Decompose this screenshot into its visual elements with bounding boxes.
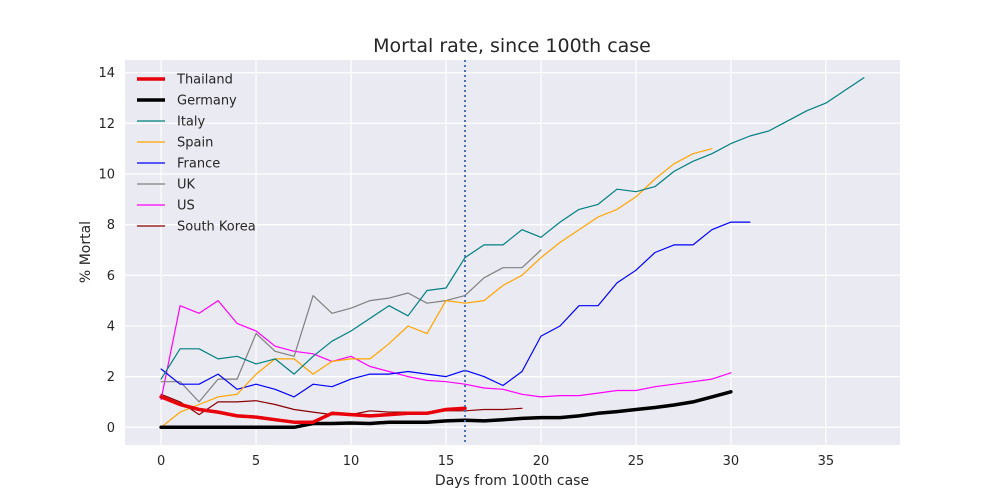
x-tick-labels: 0 5 10 15 20 25 30 35 <box>157 454 834 469</box>
y-tick-label: 14 <box>98 66 115 81</box>
legend-label: Germany <box>177 94 237 109</box>
series-lines <box>159 77 865 430</box>
y-tick-label: 2 <box>107 370 115 385</box>
chart-title: Mortal rate, since 100th case <box>373 35 651 57</box>
x-axis-label: Days from 100th case <box>435 473 589 489</box>
x-tick-label: 10 <box>343 454 360 469</box>
series-line-us <box>160 300 732 400</box>
series-line-france <box>160 221 751 398</box>
legend-label: US <box>177 199 195 214</box>
x-tick-label: 0 <box>157 454 165 469</box>
series-line-germany <box>159 390 733 430</box>
x-tick-label: 30 <box>723 454 740 469</box>
series-line-spain <box>160 148 713 428</box>
plot-background <box>125 60 900 445</box>
x-tick-label: 20 <box>533 454 550 469</box>
y-tick-label: 4 <box>107 319 115 334</box>
x-tick-label: 15 <box>438 454 455 469</box>
y-axis-label: % Mortal <box>78 221 94 283</box>
y-tick-label: 10 <box>98 167 115 182</box>
legend-label: France <box>177 157 220 172</box>
series-line-italy <box>160 77 865 380</box>
y-tick-label: 6 <box>107 269 115 284</box>
x-tick-label: 5 <box>252 454 260 469</box>
x-tick-label: 25 <box>628 454 645 469</box>
y-tick-label: 0 <box>107 421 115 436</box>
legend: Thailand Germany Italy Spain France UK US South… <box>137 73 256 235</box>
y-tick-label: 8 <box>107 218 115 233</box>
series-line-thailand <box>159 395 467 424</box>
y-tick-labels: 0 2 4 6 8 10 12 14 <box>98 66 115 436</box>
legend-label: UK <box>177 178 196 193</box>
x-tick-label: 35 <box>818 454 835 469</box>
grid-lines <box>125 60 900 445</box>
legend-label: Thailand <box>176 73 233 88</box>
legend-label: South Korea <box>177 220 256 235</box>
y-tick-label: 12 <box>98 117 115 132</box>
legend-label: Italy <box>177 115 206 130</box>
legend-label: Spain <box>177 136 213 151</box>
